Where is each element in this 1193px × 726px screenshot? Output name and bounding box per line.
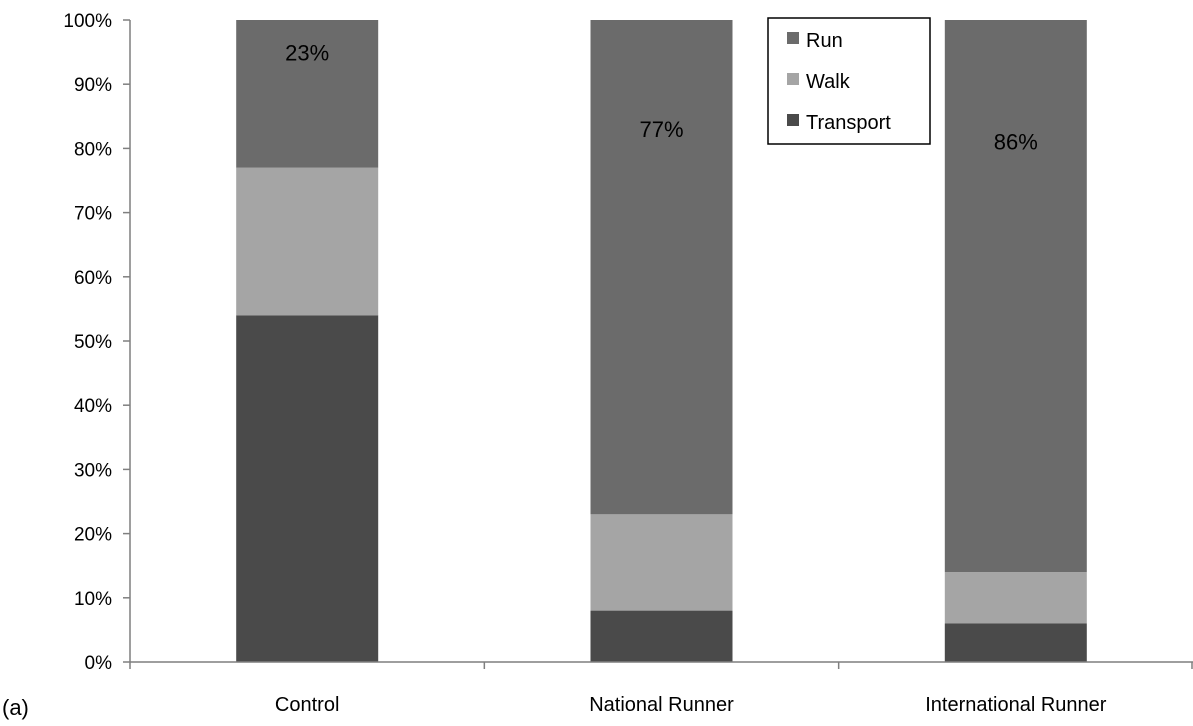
legend-swatch-transport — [787, 114, 799, 126]
bar-control-run — [236, 20, 379, 168]
legend-swatch-walk — [787, 73, 799, 85]
bar-international-runner-transport — [944, 623, 1087, 662]
y-tick-labels: 0% 10% 20% 30% 40% 50% 60% 70% 80% 90% 100% — [63, 11, 112, 674]
y-tick-label: 50% — [74, 332, 112, 353]
y-tick-label: 40% — [74, 396, 112, 417]
x-tick-label: International Runner — [925, 694, 1107, 716]
y-tick-label: 0% — [85, 653, 113, 674]
bar-international-runner-run — [944, 20, 1087, 573]
bar-control-walk — [236, 167, 379, 316]
bar-control-transport — [236, 315, 379, 662]
bar-national-runner-walk — [590, 514, 733, 611]
bars-layer — [236, 20, 1087, 662]
legend-label-walk: Walk — [806, 71, 851, 93]
y-tick-label: 70% — [74, 204, 112, 225]
y-tick-label: 100% — [63, 11, 112, 32]
x-tick-label: National Runner — [589, 694, 734, 716]
axes-layer — [123, 19, 1193, 669]
data-label-international-runner: 86% — [994, 130, 1038, 155]
bar-international-runner-walk — [944, 572, 1087, 624]
bar-national-runner-run — [590, 20, 733, 515]
x-tick-labels: Control National Runner International Runn… — [275, 694, 1107, 716]
bar-national-runner-transport — [590, 610, 733, 662]
y-tick-label: 90% — [74, 75, 112, 96]
legend: Run Walk Transport — [767, 17, 931, 145]
legend-swatch-run — [787, 32, 799, 44]
panel-label: (a) — [2, 695, 29, 720]
data-labels: 23% 77% 86% — [285, 41, 1038, 155]
y-tick-label: 80% — [74, 139, 112, 160]
y-tick-label: 10% — [74, 589, 112, 610]
legend-label-transport: Transport — [806, 112, 891, 134]
x-tick-label: Control — [275, 694, 339, 716]
y-tick-label: 20% — [74, 525, 112, 546]
legend-label-run: Run — [806, 30, 843, 52]
y-tick-label: 60% — [74, 268, 112, 289]
data-label-control: 23% — [285, 41, 329, 66]
data-label-national-runner: 77% — [639, 117, 683, 142]
y-tick-label: 30% — [74, 460, 112, 481]
